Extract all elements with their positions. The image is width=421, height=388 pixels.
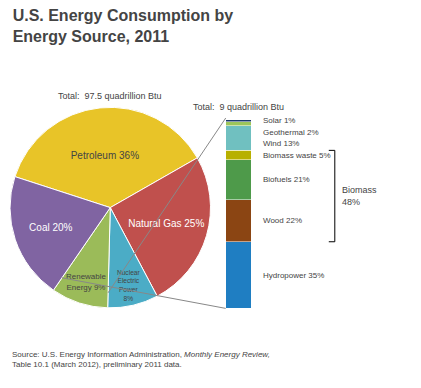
svg-text:RenewableEnergy 9%: RenewableEnergy 9%	[66, 272, 106, 291]
svg-text:Wind 13%: Wind 13%	[263, 139, 299, 148]
svg-text:Petroleum 36%: Petroleum 36%	[71, 150, 139, 161]
svg-text:Total: 9 quadrillion Btu: Total: 9 quadrillion Btu	[193, 102, 284, 112]
svg-text:Natural Gas 25%: Natural Gas 25%	[128, 218, 204, 229]
svg-text:Biomass waste 5%: Biomass waste 5%	[263, 151, 331, 160]
svg-text:Total: 97.5 quadrillion Btu: Total: 97.5 quadrillion Btu	[58, 91, 162, 101]
svg-text:Wood 22%: Wood 22%	[263, 216, 302, 225]
svg-text:Hydropower 35%: Hydropower 35%	[263, 271, 324, 280]
svg-text:Biofuels 21%: Biofuels 21%	[263, 175, 310, 184]
svg-text:Solar 1%: Solar 1%	[263, 116, 295, 125]
svg-text:U.S. Energy Consumption byEner: U.S. Energy Consumption byEnergy Source,…	[13, 7, 234, 45]
svg-text:Biomass48%: Biomass48%	[342, 185, 377, 207]
svg-text:Geothermal 2%: Geothermal 2%	[263, 128, 319, 137]
svg-text:Source: U.S. Energy Informatio: Source: U.S. Energy Information Administ…	[12, 350, 270, 369]
svg-text:Coal 20%: Coal 20%	[29, 222, 72, 233]
svg-text:NuclearElectricPower8%: NuclearElectricPower8%	[117, 269, 141, 302]
